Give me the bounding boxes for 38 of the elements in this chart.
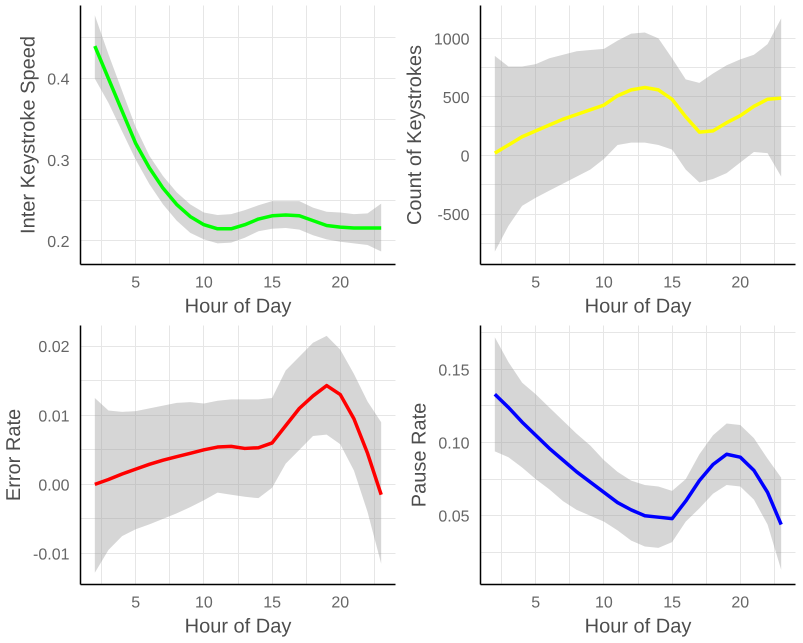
x-axis-title: Hour of Day	[584, 296, 692, 318]
x-tick-label: 20	[331, 274, 350, 292]
x-axis-title: Hour of Day	[184, 296, 292, 318]
x-tick-label: 10	[595, 594, 613, 612]
y-tick-label: -0.01	[33, 546, 70, 564]
x-tick-label: 5	[131, 274, 140, 292]
y-tick-label: 500	[442, 90, 470, 107]
x-tick-label: 15	[663, 274, 682, 292]
x-axis-title: Hour of Day	[184, 616, 292, 638]
y-axis-title: Inter Keystroke Speed	[17, 36, 40, 234]
y-axis-title: Pause Rate	[408, 402, 430, 508]
y-tick-label: -500	[437, 207, 470, 224]
y-axis-title: Error Rate	[3, 408, 26, 502]
x-tick-label: 15	[663, 594, 682, 612]
x-tick-label: 5	[531, 274, 540, 292]
x-tick-label: 20	[331, 594, 350, 612]
y-tick-label: 1000	[434, 31, 470, 48]
x-tick-label: 20	[731, 274, 750, 292]
x-tick-label: 20	[731, 594, 750, 612]
x-tick-label: 10	[195, 274, 213, 292]
y-tick-label: 0.2	[47, 234, 70, 251]
y-tick-label: 0	[460, 148, 470, 166]
y-tick-label: 0.00	[38, 477, 70, 494]
x-tick-label: 15	[263, 594, 282, 612]
x-tick-label: 5	[131, 594, 140, 612]
y-tick-label: 0.10	[438, 436, 470, 453]
y-tick-label: 0.15	[438, 362, 470, 380]
x-tick-label: 15	[263, 274, 282, 292]
y-tick-label: 0.3	[47, 152, 70, 170]
x-tick-label: 10	[595, 274, 613, 292]
x-tick-label: 10	[195, 594, 213, 612]
y-tick-label: 0.02	[38, 339, 70, 356]
x-tick-label: 5	[531, 594, 540, 612]
y-tick-label: 0.4	[47, 72, 70, 89]
x-axis-title: Hour of Day	[584, 616, 692, 638]
y-tick-label: 0.01	[38, 408, 70, 426]
y-axis-title: Count of Keystrokes	[404, 44, 426, 226]
y-tick-label: 0.05	[438, 508, 470, 526]
